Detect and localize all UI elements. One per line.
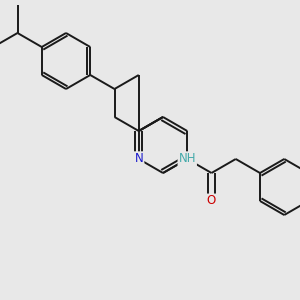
Text: N: N <box>183 152 192 166</box>
Text: O: O <box>134 152 143 166</box>
Text: O: O <box>207 194 216 208</box>
Text: NH: NH <box>178 152 196 166</box>
Text: N: N <box>134 152 143 166</box>
